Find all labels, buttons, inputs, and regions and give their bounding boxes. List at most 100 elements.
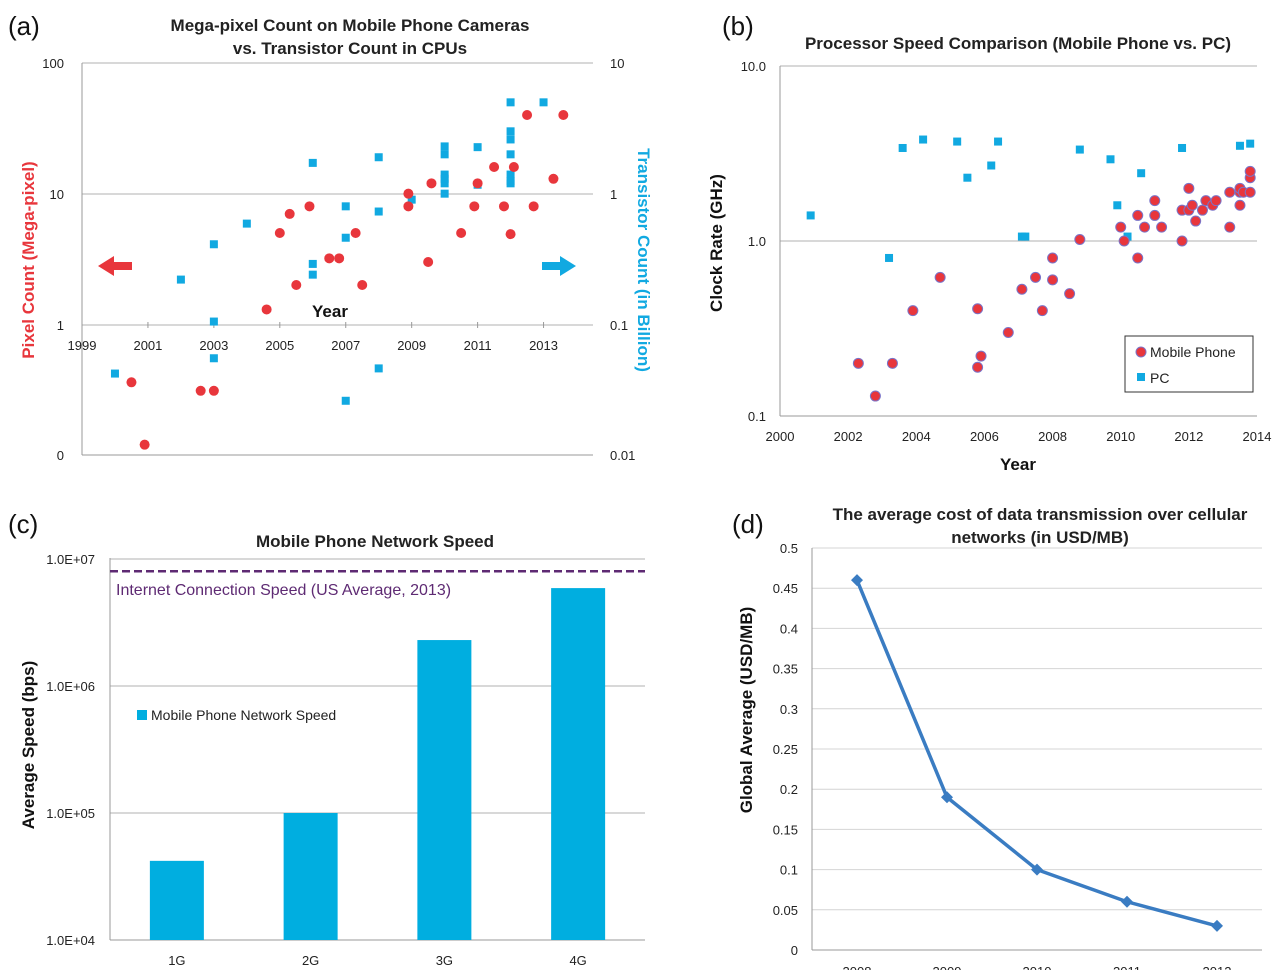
mobile-phone-point <box>852 357 864 369</box>
pc-point <box>987 161 996 170</box>
pc-point <box>1106 155 1115 164</box>
pc-point <box>885 253 894 262</box>
pc-point <box>898 143 907 152</box>
transistor-point <box>506 150 515 159</box>
pc-point <box>1178 143 1187 152</box>
right-arrow-icon <box>542 256 576 276</box>
pixel-count-point <box>274 228 285 239</box>
panel-d-y-tick-label: 0.35 <box>773 662 798 677</box>
mobile-phone-point <box>1016 283 1028 295</box>
pixel-count-point <box>324 253 335 264</box>
transistor-point <box>506 170 515 179</box>
panel-c: (c) Mobile Phone Network Speed 1.0E+07 1.… <box>8 509 645 968</box>
panel-a-x-tick-label: 2001 <box>133 338 162 353</box>
left-arrow-icon <box>98 256 132 276</box>
panel-c-reference-label: Internet Connection Speed (US Average, 2… <box>116 582 451 599</box>
panel-c-y-axis-label: Average Speed (bps) <box>19 661 38 829</box>
pixel-count-point <box>528 201 539 212</box>
mobile-phone-point <box>1196 204 1208 216</box>
pc-point <box>994 137 1003 146</box>
panel-a-x-tick-label: 2007 <box>331 338 360 353</box>
transistor-point <box>440 150 449 159</box>
cost-point <box>1121 895 1133 908</box>
panel-b-x-tick-label: 2004 <box>902 429 931 444</box>
transistor-point <box>209 354 218 363</box>
panel-a-left-tick-label: 0 <box>57 448 64 463</box>
transistor-point <box>308 158 317 167</box>
pixel-count-point <box>304 201 315 212</box>
panel-c-title: Mobile Phone Network Speed <box>256 532 494 551</box>
mobile-phone-point <box>1183 182 1195 194</box>
pc-point <box>1021 232 1030 241</box>
pixel-count-point <box>469 201 480 212</box>
mobile-phone-point <box>1149 209 1161 221</box>
panel-d-y-tick-label: 0.15 <box>773 822 798 837</box>
transistor-point <box>440 142 449 151</box>
panel-b-x-tick-label: 2010 <box>1106 429 1135 444</box>
panel-c-y-tick-label: 1.0E+06 <box>46 679 95 694</box>
transistor-point <box>407 195 416 204</box>
panel-a-right-tick-label: 0.01 <box>610 448 635 463</box>
pixel-count-point <box>423 256 434 267</box>
mobile-phone-point <box>886 357 898 369</box>
panel-c-y-tick-label: 1.0E+05 <box>46 806 95 821</box>
mobile-phone-point <box>1064 288 1076 300</box>
pixel-count-point <box>334 253 345 264</box>
mobile-phone-point <box>1002 327 1014 339</box>
pixel-count-point <box>522 109 533 120</box>
panel-d-y-tick-label: 0.05 <box>773 903 798 918</box>
network-speed-bar <box>551 588 606 940</box>
panel-a-left-tick-label: 100 <box>42 56 64 71</box>
panel-b-x-tick-label: 2008 <box>1038 429 1067 444</box>
mobile-phone-point <box>1156 221 1168 233</box>
panel-d-y-tick-label: 0 <box>791 943 798 958</box>
panel-b-y-tick-label: 0.1 <box>748 409 766 424</box>
panel-b-legend-box <box>1124 335 1254 393</box>
transistor-point <box>506 98 515 107</box>
transistor-point <box>506 127 515 136</box>
transistor-point <box>308 259 317 268</box>
mobile-phone-point <box>1036 305 1048 317</box>
panel-b-y-tick-label: 1.0 <box>748 234 766 249</box>
pixel-count-point <box>126 377 137 388</box>
panel-d-title-line2: networks (in USD/MB) <box>951 528 1129 547</box>
panel-b-title: Processor Speed Comparison (Mobile Phone… <box>805 34 1231 53</box>
transistor-point <box>341 233 350 242</box>
pc-point <box>1123 232 1132 241</box>
mobile-phone-point <box>1132 209 1144 221</box>
cost-point <box>1031 863 1043 876</box>
transistor-point <box>506 179 515 188</box>
mobile-phone-point <box>1176 235 1188 247</box>
mobile-phone-point <box>1224 221 1236 233</box>
panel-b-y-tick-label: 10.0 <box>741 59 766 74</box>
panel-d-y-tick-label: 0.25 <box>773 742 798 757</box>
legend-pc-label: PC <box>1150 370 1169 386</box>
pixel-count-point <box>261 304 272 315</box>
panel-c-legend-marker <box>137 710 147 720</box>
legend-pc-marker <box>1137 373 1145 381</box>
pixel-count-point <box>558 109 569 120</box>
cost-point <box>851 574 863 587</box>
panel-a-x-tick-label: 2013 <box>529 338 558 353</box>
transistor-point <box>341 396 350 405</box>
pixel-count-point <box>472 178 483 189</box>
mobile-phone-point <box>934 271 946 283</box>
panel-b-legend: Mobile Phone PC <box>1124 335 1254 393</box>
panel-d-title-line1: The average cost of data transmission ov… <box>833 505 1248 524</box>
transistor-point <box>440 174 449 183</box>
mobile-phone-point <box>1139 221 1151 233</box>
network-speed-bar <box>417 640 472 940</box>
pixel-count-point <box>357 279 368 290</box>
mobile-phone-point <box>907 305 919 317</box>
mobile-phone-point <box>975 350 987 362</box>
mobile-phone-point <box>1224 186 1236 198</box>
transistor-point <box>440 170 449 179</box>
legend-mobile-marker <box>1135 346 1147 358</box>
mobile-phone-point <box>1074 233 1086 245</box>
pc-point <box>1113 201 1122 210</box>
panel-b-x-tick-label: 2002 <box>834 429 863 444</box>
panel-d-x-tick-label: 2010 <box>1023 964 1052 970</box>
mobile-phone-point <box>1149 195 1161 207</box>
panel-a-x-tick-label: 2011 <box>464 338 492 353</box>
